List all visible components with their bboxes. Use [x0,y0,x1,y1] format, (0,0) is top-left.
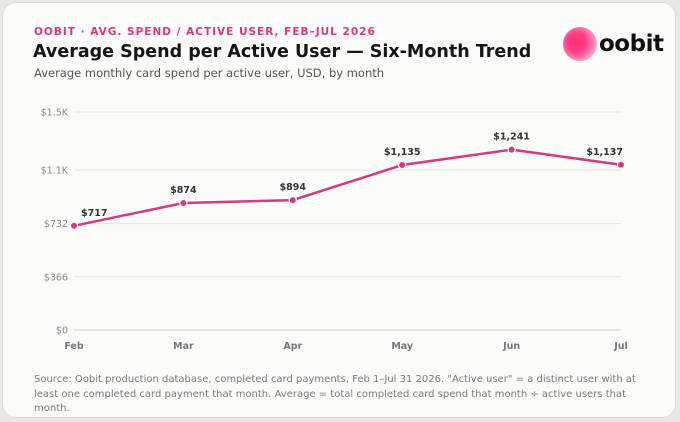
data-point [69,221,79,230]
logo-wordmark: oobit [599,31,664,57]
y-tick-label: $732 [44,219,68,230]
logo-mark-icon [563,27,597,61]
chart-card: OOBIT · AVG. SPEND / ACTIVE USER, FEB–JU… [2,2,676,418]
x-tick-label: Feb [64,341,84,352]
y-tick-label: $1.1K [41,166,69,177]
data-label: $874 [170,185,197,196]
series-line [72,148,623,228]
y-tick-label: $1.5K [41,108,69,119]
data-label: $1,241 [493,132,530,143]
x-tick-label: Mar [173,341,194,352]
data-point [179,198,188,208]
data-point [288,195,297,205]
x-tick-label: Jul [613,341,628,352]
chart-title: Average Spend per Active User — Six-Mont… [33,42,532,62]
data-point [616,160,626,169]
data-point [398,160,407,170]
x-tick-label: May [391,341,414,352]
chart-subtitle: Average monthly card spend per active us… [34,66,385,80]
eyebrow-label: OOBIT · AVG. SPEND / ACTIVE USER, FEB–JU… [34,26,376,38]
data-label: $894 [280,182,307,193]
data-point [507,145,516,154]
y-tick-label: $0 [56,326,68,337]
data-label: $717 [81,208,107,219]
data-label: $1,135 [384,147,421,158]
source-note: Source: Oobit production database, compl… [34,374,636,414]
x-tick-label: Jun [502,341,520,352]
oobit-logo: oobit [563,27,673,61]
x-tick-label: Apr [283,341,302,352]
data-label: $1,137 [586,147,623,158]
y-tick-label: $366 [44,272,68,283]
